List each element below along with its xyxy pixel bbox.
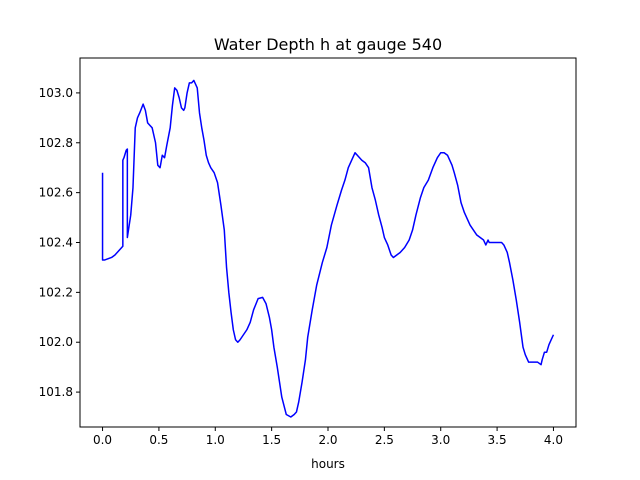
axes-layer: 0.0 0.5 1.0 1.5 2.0 2.5 3.0 3.5 4.0 101.8 102.0 102…: [39, 57, 577, 447]
series-line-0: [101, 79, 555, 418]
x-tick-label: 4.0: [544, 433, 563, 447]
x-tick-label: 2.0: [318, 433, 337, 447]
x-tick-label: 0.0: [93, 433, 112, 447]
plot-layer: [101, 79, 555, 418]
x-tick-label: 1.5: [262, 433, 281, 447]
x-tick-label: 3.5: [488, 433, 507, 447]
y-tick-label: 101.8: [39, 385, 73, 399]
y-tick-label: 102.0: [39, 335, 73, 349]
x-tick-label: 0.5: [149, 433, 168, 447]
y-tick-label: 102.8: [39, 136, 73, 150]
x-axis-label: hours: [311, 457, 345, 471]
y-tick-label: 102.4: [39, 236, 73, 250]
chart-title: Water Depth h at gauge 540: [214, 35, 442, 54]
y-tick-label: 102.6: [39, 186, 73, 200]
y-tick-label: 102.2: [39, 285, 73, 299]
x-tick-label: 3.0: [431, 433, 450, 447]
y-tick-label: 103.0: [39, 86, 73, 100]
x-tick-label: 1.0: [206, 433, 225, 447]
x-tick-label: 2.5: [375, 433, 394, 447]
